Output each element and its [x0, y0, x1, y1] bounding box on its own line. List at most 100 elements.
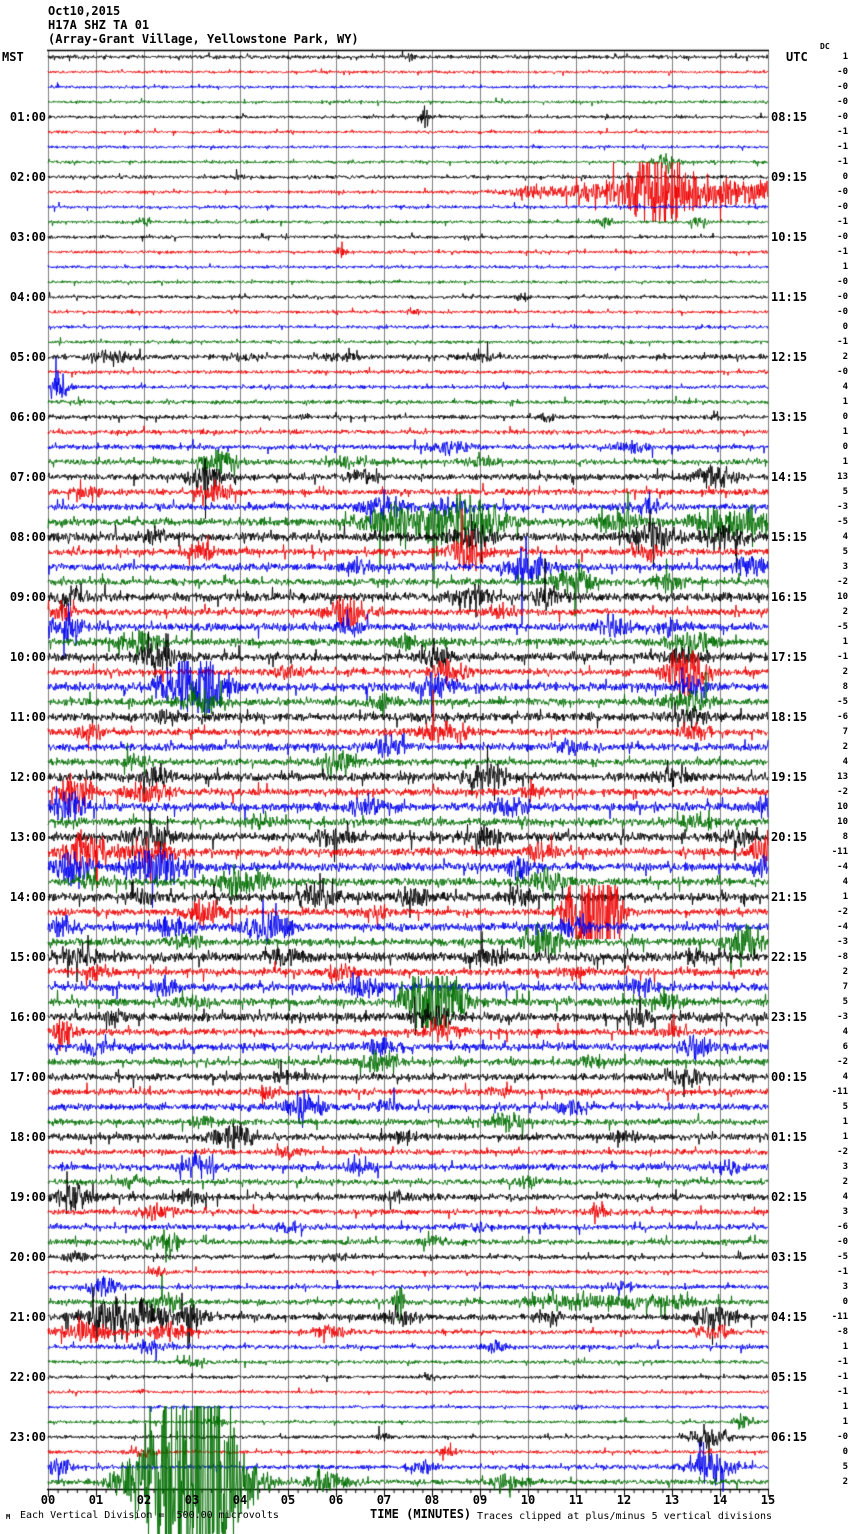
- dc-value: 1: [842, 1132, 848, 1142]
- dc-value: 13: [837, 472, 848, 482]
- minute-tick-label: 02: [136, 1493, 152, 1507]
- dc-value: 4: [842, 757, 848, 767]
- dc-value: 2: [842, 1477, 848, 1487]
- utc-hour-label: 20:15: [771, 830, 808, 844]
- mst-hour-label: 23:00: [9, 1430, 46, 1444]
- mst-hour-label: 16:00: [9, 1010, 46, 1024]
- dc-value: -2: [837, 787, 848, 797]
- mst-hour-label: 02:00: [9, 170, 46, 184]
- mst-hour-label: 20:00: [9, 1250, 46, 1264]
- utc-hour-label: 11:15: [771, 290, 808, 304]
- dc-value: 4: [842, 532, 848, 542]
- corner-mark: M: [6, 1513, 11, 1521]
- dc-value: 10: [837, 592, 848, 602]
- timezone-left-label: MST: [2, 50, 24, 64]
- dc-value: -2: [837, 1057, 848, 1067]
- mst-hour-label: 19:00: [9, 1190, 46, 1204]
- dc-value: 2: [842, 967, 848, 977]
- dc-value: 4: [842, 877, 848, 887]
- dc-value: -1: [837, 217, 848, 227]
- dc-value: 0: [842, 322, 848, 332]
- mst-hour-label: 15:00: [9, 950, 46, 964]
- minute-tick-label: 07: [376, 1493, 392, 1507]
- mst-hour-label: 18:00: [9, 1130, 46, 1144]
- dc-value: 0: [842, 172, 848, 182]
- dc-value: 0: [842, 1447, 848, 1457]
- dc-value: -0: [837, 232, 848, 242]
- header-station: H17A SHZ TA 01: [48, 18, 150, 32]
- utc-hour-label: 01:15: [771, 1130, 808, 1144]
- dc-value: 2: [842, 607, 848, 617]
- dc-value: -0: [837, 187, 848, 197]
- minute-tick-label: 12: [616, 1493, 632, 1507]
- utc-hour-label: 04:15: [771, 1310, 808, 1324]
- mst-hour-label: 14:00: [9, 890, 46, 904]
- minute-tick-label: 00: [40, 1493, 56, 1507]
- dc-value: 3: [842, 1162, 848, 1172]
- dc-value: 10: [837, 817, 848, 827]
- dc-value: -0: [837, 82, 848, 92]
- dc-value: 2: [842, 742, 848, 752]
- dc-value: -0: [837, 97, 848, 107]
- dc-value: -6: [837, 1222, 848, 1232]
- dc-value: -0: [837, 202, 848, 212]
- mst-hour-label: 13:00: [9, 830, 46, 844]
- dc-column-label: DC: [820, 42, 830, 51]
- dc-value: -5: [837, 1252, 848, 1262]
- mst-hour-label: 04:00: [9, 290, 46, 304]
- mst-hour-label: 05:00: [9, 350, 46, 364]
- utc-hour-label: 15:15: [771, 530, 808, 544]
- dc-value: -0: [837, 307, 848, 317]
- mst-hour-label: 08:00: [9, 530, 46, 544]
- mst-hour-label: 01:00: [9, 110, 46, 124]
- dc-value: -11: [831, 1087, 848, 1097]
- dc-value: -1: [837, 1357, 848, 1367]
- dc-value: -2: [837, 1147, 848, 1157]
- dc-value: 2: [842, 1177, 848, 1187]
- dc-value: 2: [842, 667, 848, 677]
- dc-value: -0: [837, 277, 848, 287]
- x-axis-title: TIME (MINUTES): [370, 1507, 472, 1521]
- dc-value: -5: [837, 517, 848, 527]
- dc-value: 3: [842, 1282, 848, 1292]
- dc-value: 0: [842, 412, 848, 422]
- dc-value: -1: [837, 652, 848, 662]
- minute-tick-label: 05: [280, 1493, 296, 1507]
- dc-value: 1: [842, 262, 848, 272]
- dc-value: 3: [842, 1207, 848, 1217]
- dc-value: 6: [842, 1042, 848, 1052]
- minute-tick-label: 11: [568, 1493, 584, 1507]
- dc-value: 4: [842, 1192, 848, 1202]
- dc-value: 1: [842, 397, 848, 407]
- dc-value: -1: [837, 1372, 848, 1382]
- minute-tick-label: 08: [424, 1493, 440, 1507]
- utc-hour-label: 06:15: [771, 1430, 808, 1444]
- mst-hour-label: 12:00: [9, 770, 46, 784]
- utc-hour-label: 22:15: [771, 950, 808, 964]
- dc-value: 7: [842, 727, 848, 737]
- dc-value: -3: [837, 502, 848, 512]
- dc-value: -1: [837, 337, 848, 347]
- utc-hour-label: 14:15: [771, 470, 808, 484]
- minute-tick-label: 10: [520, 1493, 536, 1507]
- dc-value: 2: [842, 352, 848, 362]
- utc-hour-label: 10:15: [771, 230, 808, 244]
- dc-value: -2: [837, 907, 848, 917]
- dc-value: 1: [842, 457, 848, 467]
- dc-value: 1: [842, 1417, 848, 1427]
- dc-value: -1: [837, 247, 848, 257]
- dc-value: -1: [837, 1267, 848, 1277]
- header-date: Oct10,2015: [48, 4, 121, 18]
- minute-tick-label: 01: [88, 1493, 104, 1507]
- utc-hour-label: 00:15: [771, 1070, 808, 1084]
- utc-hour-label: 17:15: [771, 650, 808, 664]
- dc-value: 7: [842, 982, 848, 992]
- dc-value: 8: [842, 832, 848, 842]
- dc-value: -8: [837, 1327, 848, 1337]
- dc-value: -0: [837, 1237, 848, 1247]
- dc-value: -0: [837, 292, 848, 302]
- minute-tick-label: 13: [664, 1493, 680, 1507]
- dc-value: -1: [837, 142, 848, 152]
